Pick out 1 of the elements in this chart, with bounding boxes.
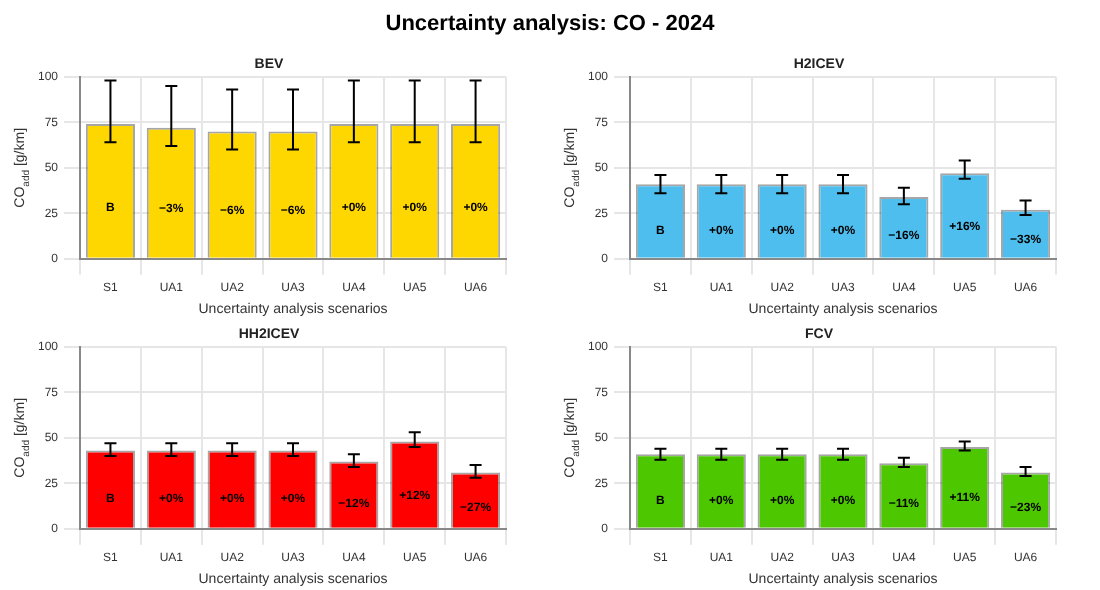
text: Uncertainty analysis: CO - 2024: [383, 10, 717, 40]
